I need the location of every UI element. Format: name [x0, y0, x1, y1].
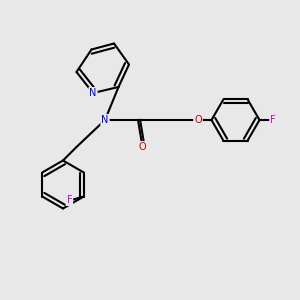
Text: F: F — [270, 115, 276, 125]
Text: N: N — [101, 115, 109, 125]
Text: F: F — [67, 195, 72, 205]
Text: O: O — [139, 142, 146, 152]
Text: O: O — [194, 115, 202, 125]
Text: N: N — [89, 88, 97, 98]
